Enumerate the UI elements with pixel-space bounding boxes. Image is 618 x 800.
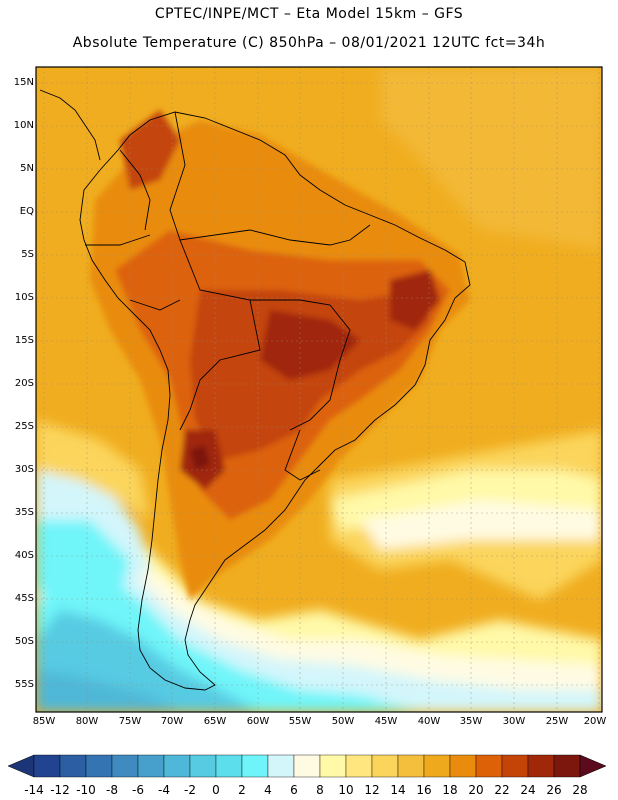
colorbar-label: 2 [238, 783, 246, 797]
colorbar-label: -6 [132, 783, 144, 797]
lon-label: 65W [203, 716, 227, 727]
colorbar-label: 14 [390, 783, 406, 797]
colorbar-swatch [163, 754, 191, 778]
lon-label: 70W [160, 716, 184, 727]
lon-label: 60W [246, 716, 270, 727]
lat-label: 55S [14, 679, 34, 690]
lon-label: 45W [374, 716, 398, 727]
lat-label: 40S [14, 550, 34, 561]
lon-label: 30W [502, 716, 526, 727]
colorbar [7, 754, 607, 778]
colorbar-label: 0 [212, 783, 220, 797]
colorbar-label: 10 [338, 783, 354, 797]
colorbar-label: -4 [158, 783, 170, 797]
colorbar-label: 8 [316, 783, 324, 797]
colorbar-swatch [85, 754, 113, 778]
colorbar-swatch [371, 754, 399, 778]
colorbar-swatch [189, 754, 217, 778]
lat-label: 15N [13, 77, 34, 88]
lat-label: 5N [20, 163, 34, 174]
colorbar-label: -2 [184, 783, 196, 797]
colorbar-swatch [59, 754, 87, 778]
colorbar-swatch [33, 754, 61, 778]
colorbar-swatch [423, 754, 451, 778]
lon-label: 50W [331, 716, 355, 727]
lat-label: 35S [14, 507, 34, 518]
colorbar-swatch [553, 754, 581, 778]
lon-label: 55W [288, 716, 312, 727]
lat-label: 50S [14, 636, 34, 647]
colorbar-swatch [267, 754, 295, 778]
colorbar-high-arrow [579, 754, 607, 778]
lat-label: 15S [14, 335, 34, 346]
colorbar-swatch [319, 754, 347, 778]
map-frame [35, 66, 603, 713]
lon-label: 40W [417, 716, 441, 727]
colorbar-low-arrow [7, 754, 35, 778]
colorbar-swatch [137, 754, 165, 778]
colorbar-label: 18 [442, 783, 458, 797]
colorbar-swatch [111, 754, 139, 778]
lat-label: 10S [14, 292, 34, 303]
coastline [39, 89, 471, 691]
temperature-field [36, 67, 602, 712]
colorbar-label: 16 [416, 783, 432, 797]
colorbar-label: 24 [520, 783, 536, 797]
colorbar-label: 12 [364, 783, 380, 797]
colorbar-label: 4 [264, 783, 272, 797]
lat-label: 5S [21, 249, 34, 260]
colorbar-label: -14 [24, 783, 44, 797]
map-title-line1: CPTEC/INPE/MCT – Eta Model 15km – GFS [154, 6, 464, 22]
colorbar-swatch [215, 754, 243, 778]
lon-label: 85W [32, 716, 56, 727]
lat-label: 10N [13, 120, 34, 131]
colorbar-swatch [527, 754, 555, 778]
colorbar-swatch [475, 754, 503, 778]
colorbar-swatch [449, 754, 477, 778]
lat-label: EQ [19, 206, 34, 217]
colorbar-swatch [501, 754, 529, 778]
lat-label: 45S [14, 593, 34, 604]
lat-label: 20S [14, 378, 34, 389]
colorbar-label: 6 [290, 783, 298, 797]
colorbar-label: 26 [546, 783, 562, 797]
colorbar-label: 20 [468, 783, 484, 797]
colorbar-swatch [293, 754, 321, 778]
lon-label: 35W [459, 716, 483, 727]
lon-label: 80W [75, 716, 99, 727]
colorbar-label: 28 [572, 783, 588, 797]
lon-label: 20W [583, 716, 607, 727]
colorbar-label: -12 [50, 783, 70, 797]
colorbar-label: -10 [76, 783, 96, 797]
lon-label: 75W [118, 716, 142, 727]
lon-label: 25W [545, 716, 569, 727]
colorbar-label: 22 [494, 783, 510, 797]
colorbar-swatch [241, 754, 269, 778]
lat-label: 30S [14, 464, 34, 475]
colorbar-swatch [397, 754, 425, 778]
map-title-line2: Absolute Temperature (C) 850hPa – 08/01/… [72, 35, 546, 51]
colorbar-swatch [345, 754, 373, 778]
lat-label: 25S [14, 421, 34, 432]
colorbar-label: -8 [106, 783, 118, 797]
